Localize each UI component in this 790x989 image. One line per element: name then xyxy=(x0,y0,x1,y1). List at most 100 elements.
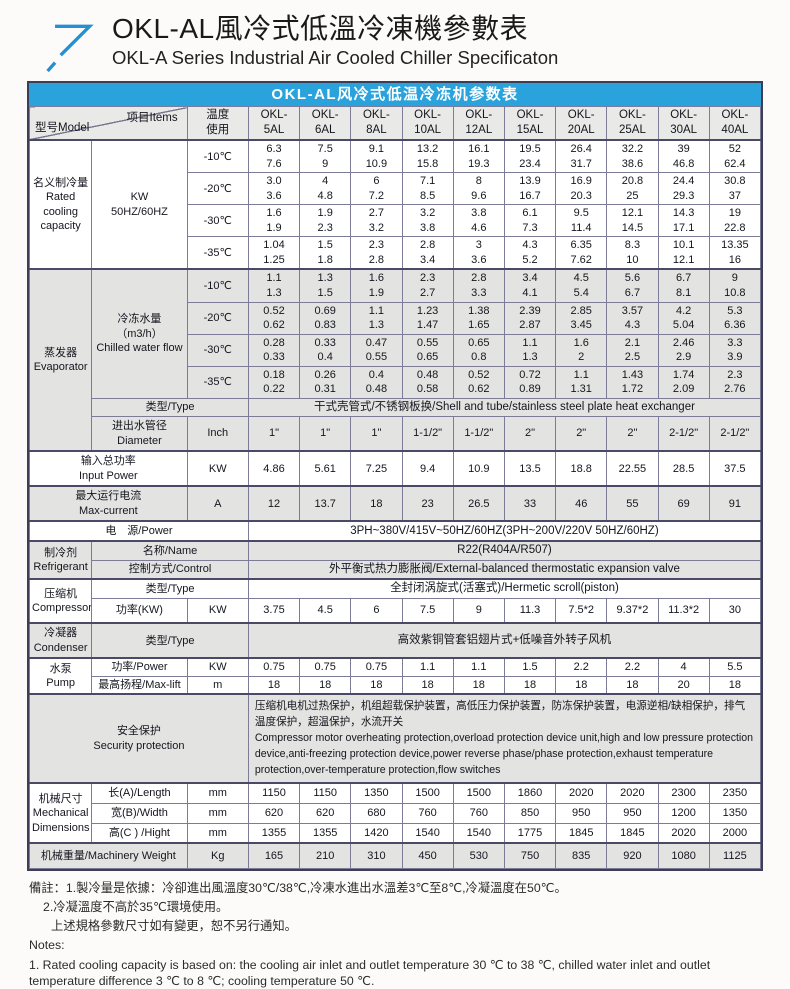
value-cell: 3.57 4.3 xyxy=(606,301,659,335)
value-cell: 18 xyxy=(350,675,403,695)
note-zh-3: 上述規格參數尺寸如有變更，恕不另行通知。 xyxy=(51,919,297,934)
value-cell: 6.1 7.3 xyxy=(503,204,557,238)
value-cell: 2300 xyxy=(657,782,710,804)
corner-model-label: 型号Model xyxy=(35,122,90,135)
value-cell: 1" xyxy=(299,415,352,452)
model-header-cell: OKL- 40AL xyxy=(708,106,762,141)
page-title: OKL-AL風冷式低溫冷凍機參數表 xyxy=(112,13,529,44)
value-cell: 0.55 0.65 xyxy=(401,333,454,367)
value-cell: 5.6 6.7 xyxy=(606,268,659,303)
temp-cell: -20℃ xyxy=(186,172,249,206)
value-cell: 9 xyxy=(452,597,505,624)
value-cell: 760 xyxy=(452,802,505,824)
value-cell: 1150 xyxy=(247,782,301,804)
value-cell: 20.8 25 xyxy=(606,172,659,206)
value-cell: 760 xyxy=(401,802,454,824)
value-cell: 12.1 14.5 xyxy=(606,204,659,238)
value-cell: 37.5 xyxy=(708,450,762,487)
model-header-cell: OKL- 15AL xyxy=(503,106,557,141)
span-value-cell: 全封闭涡旋式(活塞式)/Hermetic scroll(piston) xyxy=(247,578,762,599)
value-cell: 1.6 1.9 xyxy=(350,268,403,303)
value-cell: 1.3 1.5 xyxy=(299,268,352,303)
value-cell: 210 xyxy=(299,842,352,869)
value-cell: 0.72 0.89 xyxy=(503,365,557,399)
category-cell: 冷凝器 Condenser xyxy=(28,622,93,659)
value-cell: 1845 xyxy=(555,822,608,844)
value-cell: 1125 xyxy=(708,842,762,869)
value-cell: 46 xyxy=(555,485,608,522)
value-cell: 1.04 1.25 xyxy=(247,236,301,270)
value-cell: 1500 xyxy=(452,782,505,804)
value-cell: 12 xyxy=(247,485,301,522)
value-cell: 2.3 2.76 xyxy=(708,365,762,399)
category-cell: 制冷剂 Refrigerant xyxy=(28,540,93,580)
value-cell: 2.39 2.87 xyxy=(503,301,557,335)
value-cell: 13.2 15.8 xyxy=(401,139,454,174)
item-cell: KW 50HZ/60HZ xyxy=(91,139,188,270)
model-header-cell: OKL- 10AL xyxy=(401,106,454,141)
value-cell: 1845 xyxy=(606,822,659,844)
value-cell: 2.2 xyxy=(555,657,608,677)
value-cell: 2.1 2.5 xyxy=(606,333,659,367)
unit-cell: mm xyxy=(186,822,249,844)
value-cell: 1.23 1.47 xyxy=(401,301,454,335)
value-cell: 39 46.8 xyxy=(657,139,710,174)
label-cell: 最大运行电流 Max-current xyxy=(29,485,188,522)
model-header-cell: OKL- 5AL xyxy=(247,106,301,141)
unit-cell: Inch xyxy=(186,415,249,452)
model-header-cell: OKL- 30AL xyxy=(657,106,710,141)
value-cell: 9.4 xyxy=(401,450,454,487)
label-cell: 类型/Type xyxy=(91,578,249,599)
label-cell: 输入总功率 Input Power xyxy=(29,450,188,487)
value-cell: 14.3 17.1 xyxy=(657,204,710,238)
value-cell: 0.52 0.62 xyxy=(452,365,505,399)
unit-cell: KW xyxy=(186,450,249,487)
value-cell: 0.26 0.31 xyxy=(299,365,352,399)
value-cell: 18 xyxy=(555,675,608,695)
value-cell: 7.5 9 xyxy=(299,139,352,174)
value-cell: 1.6 2 xyxy=(555,333,608,367)
span-value-cell: 干式壳管式/不锈钢板换/Shell and tube/stainless ste… xyxy=(247,397,762,417)
value-cell: 22.55 xyxy=(606,450,659,487)
value-cell: 0.33 0.4 xyxy=(299,333,352,367)
value-cell: 6 xyxy=(350,597,403,624)
value-cell: 1-1/2" xyxy=(401,415,454,452)
value-cell: 1.1 1.3 xyxy=(350,301,403,335)
model-header-cell: OKL- 20AL xyxy=(555,106,608,141)
span-value-cell: 高效紫铜管套铝翅片式+低噪音外转子风机 xyxy=(247,622,762,659)
value-cell: 18 xyxy=(350,485,403,522)
value-cell: 0.48 0.58 xyxy=(401,365,454,399)
value-cell: 3.0 3.6 xyxy=(247,172,301,206)
value-cell: 18 xyxy=(299,675,352,695)
value-cell: 4.5 5.4 xyxy=(555,268,608,303)
value-cell: 10.1 12.1 xyxy=(657,236,710,270)
unit-cell: mm xyxy=(186,782,249,804)
value-cell: 6 7.2 xyxy=(350,172,403,206)
unit-cell: Kg xyxy=(186,842,249,869)
value-cell: 6.35 7.62 xyxy=(555,236,608,270)
model-header-cell: OKL- 25AL xyxy=(606,106,659,141)
note-zh-1: 備註：1.製冷量是依據：冷卻進出風溫度30℃/38℃,冷凍水進出水溫差3℃至8℃… xyxy=(29,880,567,895)
value-cell: 3.4 4.1 xyxy=(503,268,557,303)
unit-cell: mm xyxy=(186,802,249,824)
value-cell: 9.1 10.9 xyxy=(350,139,403,174)
title-block: OKL-AL風冷式低溫冷凍機參數表 OKL-A Series Industria… xyxy=(112,13,558,69)
value-cell: 11.3*2 xyxy=(657,597,710,624)
label-cell: 宽(B)/Width xyxy=(91,802,188,824)
value-cell: 1" xyxy=(350,415,403,452)
value-cell: 3 3.6 xyxy=(452,236,505,270)
value-cell: 2.8 3.4 xyxy=(401,236,454,270)
value-cell: 835 xyxy=(555,842,608,869)
value-cell: 2" xyxy=(555,415,608,452)
value-cell: 69 xyxy=(657,485,710,522)
value-cell: 19 22.8 xyxy=(708,204,762,238)
value-cell: 1.38 1.65 xyxy=(452,301,505,335)
value-cell: 13.5 xyxy=(503,450,557,487)
label-cell: 最高扬程/Max-lift xyxy=(91,675,188,695)
value-cell: 9.37*2 xyxy=(606,597,659,624)
value-cell: 4.5 xyxy=(299,597,352,624)
arrow-logo-icon xyxy=(46,24,94,73)
value-cell: 18 xyxy=(503,675,557,695)
value-cell: 19.5 23.4 xyxy=(503,139,557,174)
label-cell: 功率/Power xyxy=(91,657,188,677)
